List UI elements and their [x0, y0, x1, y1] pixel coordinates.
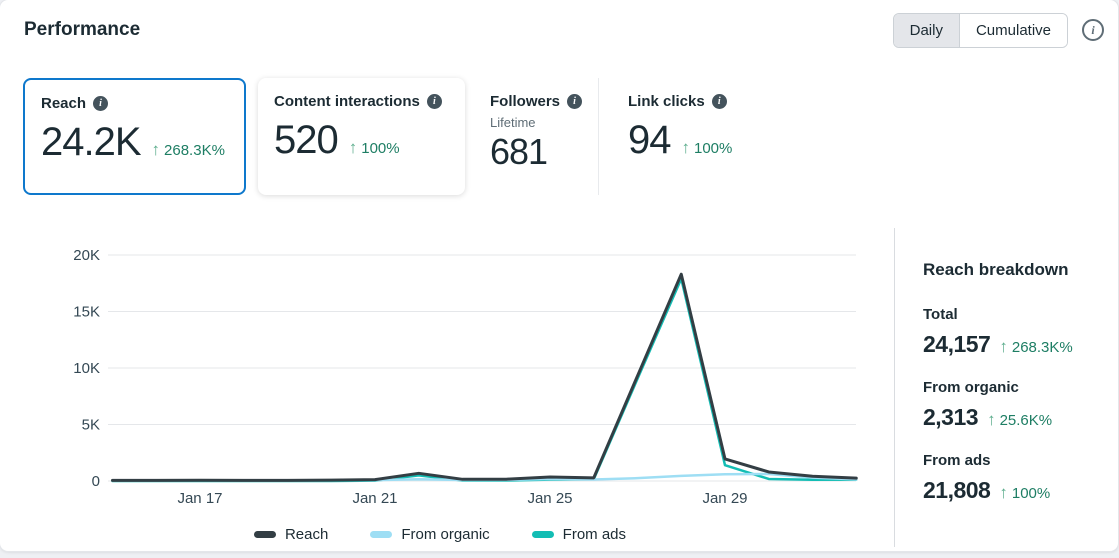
- breakdown-value-row: 2,313 ↑ 25.6K%: [923, 404, 1118, 431]
- line-series-reach: [111, 272, 858, 482]
- metric-label: Content interactions: [274, 93, 420, 110]
- info-icon[interactable]: i: [711, 94, 727, 109]
- legend-swatch-reach: [253, 531, 276, 538]
- metric-value-row: 520 ↑ 100%: [274, 118, 449, 162]
- metric-label-row: Followers i: [490, 93, 586, 110]
- metric-label-row: Link clicks i: [628, 93, 766, 110]
- metric-label: Link clicks: [628, 93, 705, 110]
- metric-sublabel: Lifetime: [490, 115, 536, 130]
- breakdown-value-row: 21,808 ↑ 100%: [923, 477, 1118, 504]
- toggle-cumulative-button[interactable]: Cumulative: [958, 13, 1067, 47]
- y-tick-label: 0: [92, 473, 100, 490]
- metric-card-link-clicks[interactable]: Link clicks i 94 ↑ 100%: [612, 78, 782, 195]
- breakdown-item-total: Total 24,157 ↑ 268.3K%: [923, 306, 1118, 358]
- metric-card-reach[interactable]: Reach i 24.2K ↑ 268.3K%: [23, 78, 246, 195]
- info-icon[interactable]: i: [1082, 19, 1104, 41]
- breakdown-item-from-organic: From organic 2,313 ↑ 25.6K%: [923, 379, 1118, 431]
- chart-series-lines: [111, 272, 858, 483]
- trend: ↑ 25.6K%: [987, 410, 1052, 430]
- y-tick-label: 15K: [73, 304, 100, 321]
- trend: ↑ 100%: [349, 138, 400, 158]
- breakdown-title: Reach breakdown: [923, 260, 1069, 279]
- metric-value: 24.2K: [41, 120, 142, 164]
- trend-up-icon: ↑: [348, 138, 358, 157]
- breakdown-label: Total: [923, 306, 958, 323]
- header: Performance Daily Cumulative i: [24, 0, 1104, 60]
- view-toggle: Daily Cumulative: [892, 12, 1068, 48]
- x-tick-label: Jan 21: [352, 490, 397, 507]
- breakdown-label: From organic: [923, 379, 1019, 396]
- trend-up-icon: ↑: [999, 337, 1008, 356]
- breakdown-value: 2,313: [923, 404, 979, 430]
- info-icon[interactable]: i: [567, 94, 583, 109]
- y-tick-label: 10K: [73, 360, 100, 377]
- breakdown-value: 21,808: [923, 477, 991, 503]
- toggle-daily-button[interactable]: Daily: [893, 13, 959, 47]
- breakdown-label: From ads: [923, 452, 991, 469]
- y-axis-labels: 20K 15K 10K 5K 0: [73, 247, 100, 490]
- x-tick-label: Jan 25: [527, 490, 572, 507]
- trend-percent: 100%: [1011, 485, 1051, 502]
- metric-value-row: 94 ↑ 100%: [628, 118, 766, 162]
- metric-label: Reach: [41, 95, 87, 112]
- legend-item-from-organic: From organic: [370, 526, 490, 543]
- breakdown-item-from-ads: From ads 21,808 ↑ 100%: [923, 452, 1118, 504]
- legend-label: From ads: [562, 526, 627, 543]
- trend-up-icon: ↑: [151, 140, 161, 159]
- legend-item-reach: Reach: [253, 526, 329, 543]
- trend-up-icon: ↑: [987, 410, 996, 429]
- metric-label: Followers: [490, 93, 561, 110]
- x-tick-label: Jan 17: [177, 490, 222, 507]
- metric-label-row: Reach i: [41, 95, 228, 112]
- breakdown-value-row: 24,157 ↑ 268.3K%: [923, 331, 1118, 358]
- x-axis-labels: Jan 17 Jan 21 Jan 25 Jan 29: [177, 490, 747, 507]
- reach-breakdown-panel: Reach breakdown Total 24,157 ↑ 268.3K% F…: [894, 228, 1118, 547]
- metric-value-row: 681: [490, 132, 586, 172]
- legend-label: From organic: [401, 526, 490, 543]
- trend: ↑ 100%: [682, 138, 733, 158]
- chart-legend: Reach From organic From ads: [0, 526, 880, 543]
- trend-up-icon: ↑: [999, 483, 1008, 502]
- trend-up-icon: ↑: [681, 138, 691, 157]
- trend: ↑ 100%: [999, 483, 1050, 503]
- trend-percent: 100%: [694, 140, 733, 157]
- info-icon[interactable]: i: [93, 96, 109, 111]
- legend-item-from-ads: From ads: [531, 526, 627, 543]
- metrics-row: Reach i 24.2K ↑ 268.3K% Content interact…: [0, 78, 1118, 196]
- line-series-from-ads: [111, 277, 858, 483]
- chart-gridlines: [108, 254, 856, 482]
- trend: ↑ 268.3K%: [999, 337, 1072, 357]
- x-tick-label: Jan 29: [702, 490, 747, 507]
- legend-label: Reach: [284, 526, 329, 543]
- performance-line-chart: 20K 15K 10K 5K 0 Jan 17 Jan 21 Jan 25 Ja…: [73, 247, 858, 507]
- header-controls: Daily Cumulative i: [892, 12, 1104, 48]
- metric-card-followers[interactable]: Followers i Lifetime 681: [478, 78, 599, 195]
- legend-swatch-from-ads: [531, 531, 554, 538]
- y-tick-label: 20K: [73, 247, 100, 264]
- metric-value: 94: [628, 118, 671, 162]
- metric-value-row: 24.2K ↑ 268.3K%: [41, 120, 228, 164]
- trend-percent: 268.3K%: [164, 142, 225, 159]
- legend-swatch-from-organic: [370, 531, 393, 538]
- page-title: Performance: [24, 19, 141, 40]
- breakdown-value: 24,157: [923, 331, 991, 357]
- trend-percent: 100%: [361, 140, 400, 157]
- metric-value: 681: [490, 131, 548, 172]
- metric-value: 520: [274, 118, 339, 162]
- trend-percent: 25.6K%: [999, 412, 1053, 429]
- info-icon[interactable]: i: [426, 94, 442, 109]
- trend-percent: 268.3K%: [1011, 339, 1073, 356]
- metric-label-row: Content interactions i: [274, 93, 449, 110]
- trend: ↑ 268.3K%: [152, 140, 225, 160]
- y-tick-label: 5K: [82, 417, 100, 434]
- metric-card-content-interactions[interactable]: Content interactions i 520 ↑ 100%: [258, 78, 465, 195]
